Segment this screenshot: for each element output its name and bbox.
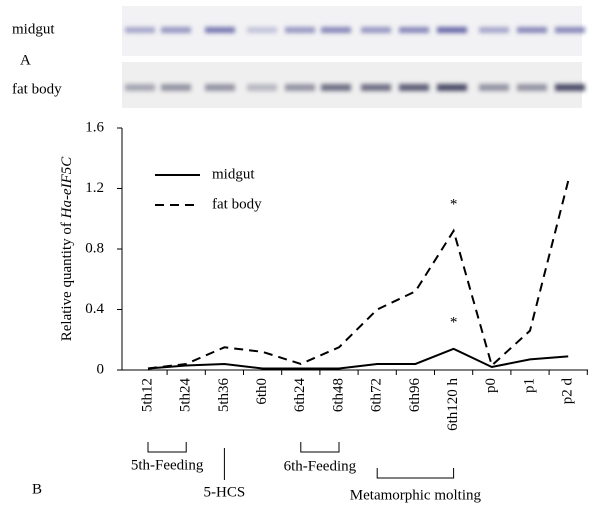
group-bracket <box>376 468 455 479</box>
blot-band <box>517 27 547 33</box>
blot-band <box>361 27 391 33</box>
blot-band <box>437 84 467 91</box>
y-tick-label: 0.4 <box>85 301 104 317</box>
x-tick-label: 5th36 <box>216 378 232 413</box>
legend-label: fat body <box>212 196 262 212</box>
blot-band <box>555 27 585 33</box>
group-label: 6th-Feeding <box>284 458 357 474</box>
x-tick-label: 6th0 <box>254 378 270 405</box>
y-tick-label: 0.8 <box>85 240 104 256</box>
blot-band <box>285 84 315 91</box>
blot-band <box>479 84 509 91</box>
group-label: 5th-Feeding <box>131 457 204 473</box>
blot-band <box>247 27 277 33</box>
legend-label: midgut <box>212 166 255 182</box>
blot-band <box>247 84 277 91</box>
blot-band <box>555 84 585 91</box>
blot-band <box>161 27 191 33</box>
group-label: 5-HCS <box>204 484 246 500</box>
x-tick-label: p1 <box>521 378 537 393</box>
x-tick-label: 6th120 h <box>445 378 461 431</box>
panel-label: B <box>32 481 42 497</box>
blot-band <box>321 27 351 33</box>
y-tick-label: 0 <box>97 361 105 377</box>
x-tick-label: 6th96 <box>407 378 423 413</box>
group-label: Metamorphic molting <box>350 487 482 503</box>
y-axis-label: Relative quantity of Ha-eIF5C <box>59 156 75 342</box>
blot-band <box>205 84 235 91</box>
y-axis-label-text: Relative quantity of <box>59 218 75 341</box>
blot-band <box>399 27 429 33</box>
annotation: * <box>450 196 458 212</box>
blot-band <box>125 27 155 33</box>
blot-row-label: midgut <box>12 21 55 37</box>
series-line <box>147 180 570 370</box>
blot-band <box>285 27 315 33</box>
blot-band <box>161 84 191 91</box>
blot-bands <box>125 27 585 91</box>
blot-band <box>517 84 547 91</box>
x-tick-label: 6th48 <box>330 378 346 412</box>
x-tick-label: 6th24 <box>292 378 308 413</box>
panel-label: A <box>20 52 31 68</box>
group-bracket <box>147 442 187 453</box>
x-tick-label: p2 d <box>560 378 576 405</box>
blot-band <box>437 27 467 33</box>
y-axis-label-gene: Ha-eIF5C <box>59 156 75 220</box>
group-bracket <box>300 442 340 453</box>
blot-row-label: fat body <box>12 81 62 97</box>
y-tick-label: 1.6 <box>85 119 104 135</box>
blot-band <box>479 27 509 33</box>
x-tick-label: 5th24 <box>178 378 194 413</box>
x-tick-label: 5th12 <box>139 378 155 412</box>
series-line <box>147 347 569 370</box>
x-tick-label: p0 <box>483 378 499 393</box>
x-tick-label: 6th72 <box>369 378 385 412</box>
y-tick-label: 1.2 <box>85 180 104 196</box>
blot-band <box>321 84 351 91</box>
blot-band <box>361 84 391 91</box>
blot-band <box>205 27 235 33</box>
blot-band <box>125 84 155 91</box>
blot-band <box>399 84 429 91</box>
annotation: * <box>450 314 458 330</box>
